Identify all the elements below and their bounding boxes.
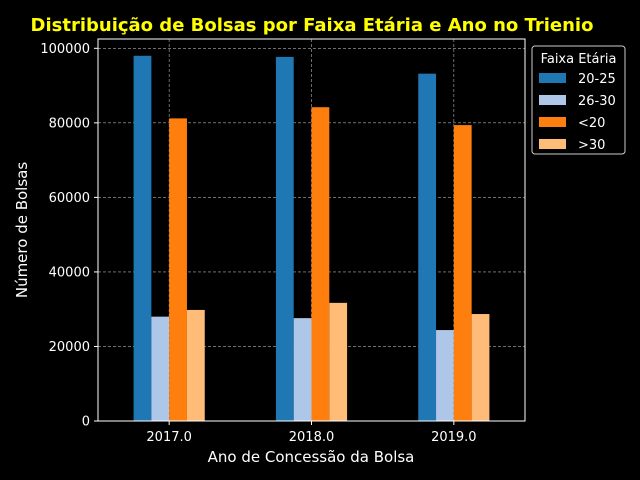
bar-2630-2019-0 xyxy=(436,330,454,421)
legend-swatch xyxy=(539,139,566,149)
bar-30-2017-0 xyxy=(186,309,205,421)
legend-entry-label: >30 xyxy=(578,138,605,153)
bar-30-2019-0 xyxy=(471,314,490,421)
y-tick-label: 100000 xyxy=(40,42,90,57)
y-axis-label: Número de Bolsas xyxy=(13,162,31,299)
legend: Faixa Etária 20-25 26-30 <20 >30 xyxy=(531,45,626,155)
legend-entry-label: <20 xyxy=(578,116,605,131)
y-axis-ticks: 0 20000 40000 60000 80000 100000 xyxy=(40,42,98,430)
x-axis-label: Ano de Concessão da Bolsa xyxy=(208,448,415,466)
legend-entry-label: 20-25 xyxy=(578,72,616,87)
chart-title: Distribuição de Bolsas por Faixa Etária … xyxy=(31,15,594,36)
y-tick-label: 20000 xyxy=(49,340,90,355)
bars xyxy=(133,55,490,422)
legend-items: 20-25 26-30 <20 >30 xyxy=(539,72,616,153)
bar-20-2018-0 xyxy=(311,107,330,421)
legend-entry-label: 26-30 xyxy=(578,94,616,109)
legend-swatch xyxy=(539,117,566,127)
bar-2025-2018-0 xyxy=(275,56,294,421)
y-tick-label: 0 xyxy=(82,415,90,430)
legend-title: Faixa Etária xyxy=(541,52,617,67)
legend-swatch xyxy=(539,95,566,105)
bar-20-2017-0 xyxy=(169,118,187,421)
bar-30-2018-0 xyxy=(329,302,348,421)
y-tick-label: 40000 xyxy=(49,265,90,280)
bar-2630-2017-0 xyxy=(151,316,170,421)
bar-2025-2017-0 xyxy=(133,55,152,422)
x-axis-ticks: 2017.0 2018.0 2019.0 xyxy=(146,421,477,445)
x-tick-label: 2017.0 xyxy=(146,430,192,445)
y-tick-label: 80000 xyxy=(49,116,90,131)
x-tick-label: 2018.0 xyxy=(289,430,335,445)
bar-20-2019-0 xyxy=(453,125,472,421)
bar-2025-2019-0 xyxy=(418,73,437,421)
y-tick-label: 60000 xyxy=(49,191,90,206)
legend-swatch xyxy=(539,73,566,83)
bar-2630-2018-0 xyxy=(293,318,312,421)
x-tick-label: 2019.0 xyxy=(431,430,477,445)
